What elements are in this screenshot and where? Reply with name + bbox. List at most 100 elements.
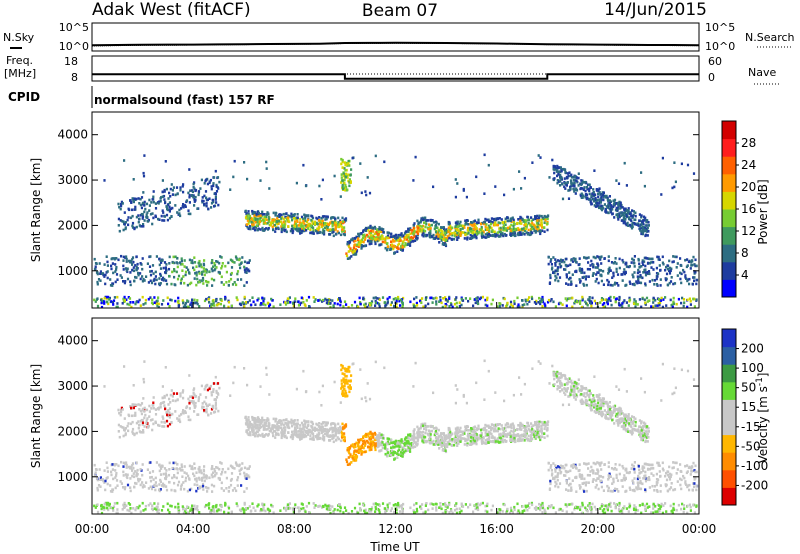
- power-point: [470, 227, 473, 231]
- power-cbar-segment: [722, 121, 736, 140]
- velocity-point: [488, 426, 491, 429]
- power-point: [443, 229, 447, 232]
- power-point: [176, 277, 180, 281]
- power-point: [437, 237, 440, 240]
- power-point: [559, 265, 562, 269]
- power-point: [342, 172, 345, 175]
- power-point: [347, 179, 350, 183]
- power-point: [512, 227, 515, 231]
- power-point: [623, 268, 626, 271]
- velocity-point: [536, 434, 539, 438]
- power-point: [591, 296, 594, 300]
- power-point: [177, 296, 180, 300]
- velocity-point: [536, 431, 539, 435]
- power-point: [204, 269, 207, 273]
- nave-label: Nave: [748, 66, 776, 79]
- power-point: [347, 159, 350, 163]
- power-point: [473, 219, 477, 223]
- power-point: [579, 279, 582, 283]
- power-point: [428, 235, 432, 238]
- velocity-point: [368, 446, 371, 449]
- velocity-point: [261, 419, 264, 422]
- power-point: [567, 283, 570, 286]
- power-point: [493, 218, 496, 222]
- power-point: [564, 187, 567, 190]
- power-point: [644, 271, 647, 274]
- velocity-point: [374, 433, 377, 436]
- velocity-point: [280, 431, 283, 434]
- power-point: [646, 271, 649, 274]
- power-point: [333, 223, 336, 226]
- power-point: [417, 226, 420, 230]
- power-point: [169, 187, 172, 191]
- velocity-point: [506, 422, 509, 425]
- velocity-point: [487, 424, 490, 428]
- power-point: [211, 269, 214, 273]
- power-point: [622, 221, 625, 225]
- power-point: [527, 228, 530, 232]
- velocity-point: [497, 427, 500, 430]
- power-point: [381, 235, 384, 238]
- power-point: [257, 211, 260, 215]
- power-point: [366, 305, 369, 309]
- power-point: [188, 193, 191, 197]
- power-point: [383, 301, 387, 304]
- velocity-point: [530, 425, 533, 429]
- power-point: [105, 297, 109, 300]
- power-point: [580, 192, 583, 196]
- power-point: [179, 188, 182, 192]
- velocity-point: [353, 455, 356, 459]
- power-point: [270, 221, 273, 224]
- velocity-point: [543, 420, 546, 424]
- power-point: [693, 279, 696, 283]
- power-point: [600, 273, 603, 277]
- power-point: [538, 216, 541, 220]
- velocity-point: [246, 425, 249, 428]
- power-point: [343, 226, 346, 229]
- power-point: [470, 230, 473, 233]
- velocity-point: [487, 436, 491, 440]
- power-point: [183, 265, 186, 268]
- power-point: [513, 230, 516, 234]
- velocity-point: [408, 444, 411, 448]
- power-point: [276, 217, 279, 220]
- power-point: [177, 305, 180, 308]
- power-point: [129, 216, 133, 220]
- power-point: [448, 297, 451, 300]
- power-point: [543, 226, 546, 229]
- power-point: [472, 233, 475, 236]
- power-point: [475, 221, 478, 224]
- power-point: [128, 208, 131, 212]
- power-point: [359, 162, 362, 165]
- power-point: [441, 230, 444, 233]
- power-point: [562, 167, 565, 171]
- power-point: [168, 216, 172, 220]
- velocity-point: [341, 434, 344, 437]
- velocity-point: [491, 439, 494, 443]
- power-point: [361, 233, 364, 237]
- power-point: [230, 271, 233, 275]
- power-point: [396, 246, 399, 249]
- power-point: [651, 257, 654, 261]
- power-point: [196, 277, 199, 281]
- power-point: [217, 187, 220, 190]
- velocity-point: [329, 434, 332, 437]
- power-point: [645, 219, 648, 222]
- power-point: [286, 297, 289, 300]
- velocity-point: [347, 456, 350, 459]
- power-point: [307, 214, 310, 218]
- velocity-point: [536, 420, 539, 424]
- velocity-point: [434, 429, 438, 433]
- velocity-point: [367, 441, 370, 444]
- power-point: [524, 224, 527, 228]
- velocity-point: [405, 436, 408, 439]
- power-point: [168, 210, 171, 213]
- velocity-point: [500, 439, 503, 443]
- power-point: [296, 216, 299, 219]
- power-point: [300, 225, 303, 228]
- velocity-point: [287, 425, 290, 428]
- velocity-point: [362, 435, 365, 438]
- velocity-point: [442, 432, 445, 435]
- power-point: [449, 229, 452, 232]
- power-point: [380, 243, 383, 246]
